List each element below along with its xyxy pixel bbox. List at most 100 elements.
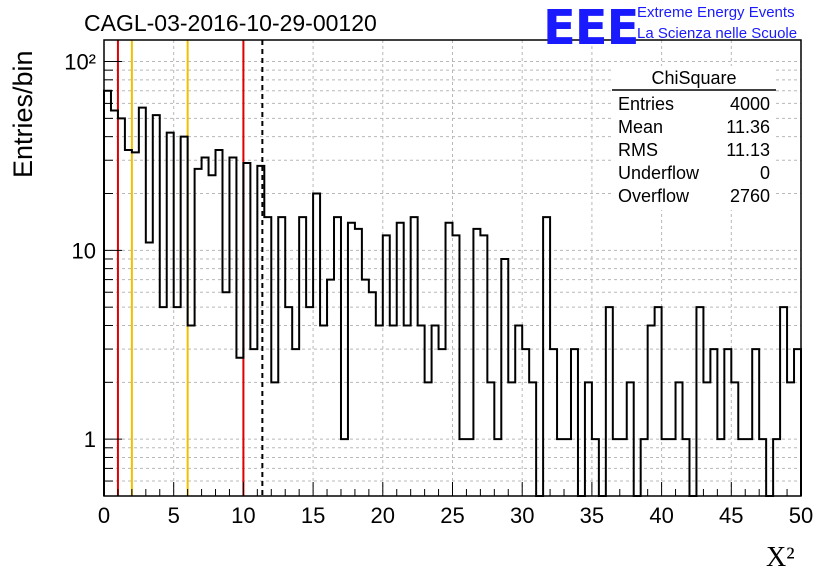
histogram-bin xyxy=(278,217,285,496)
stats-label: Mean xyxy=(618,117,663,137)
histogram-bin xyxy=(571,349,578,496)
histogram-bin xyxy=(418,325,425,496)
eee-logo: EEE xyxy=(543,0,639,56)
histogram-bin xyxy=(446,223,453,496)
histogram-bin xyxy=(529,382,536,496)
x-tick-label: 20 xyxy=(371,503,395,528)
histogram-bin xyxy=(592,439,599,496)
histogram-bin xyxy=(209,175,216,496)
histogram-bin xyxy=(313,193,320,496)
stats-value: 2760 xyxy=(730,186,770,206)
histogram-bin xyxy=(160,307,167,496)
chart-title: CAGL-03-2016-10-29-00120 xyxy=(84,10,377,36)
histogram-bin xyxy=(676,382,683,496)
x-tick-label: 40 xyxy=(649,503,673,528)
histogram-bin xyxy=(453,235,460,496)
x-tick-label: 5 xyxy=(168,503,180,528)
stats-label: Entries xyxy=(618,94,674,114)
histogram-bin xyxy=(648,325,655,496)
histogram-bin xyxy=(717,439,724,496)
histogram-bin xyxy=(515,325,522,496)
logo-line-1: Extreme Energy Events xyxy=(637,4,795,21)
histogram-bin xyxy=(432,325,439,496)
histogram-bin xyxy=(759,439,766,496)
stats-value: 11.13 xyxy=(726,140,770,160)
histogram-bin xyxy=(376,325,383,496)
histogram-bin xyxy=(397,223,404,496)
histogram-bin xyxy=(641,439,648,496)
histogram-bin xyxy=(724,349,731,496)
histogram-bin xyxy=(710,349,717,496)
histogram-bin xyxy=(543,217,550,496)
histogram-bin xyxy=(439,349,446,496)
stats-value: 0 xyxy=(760,163,770,183)
x-tick-label: 35 xyxy=(580,503,604,528)
histogram-bin xyxy=(508,382,515,496)
stats-label: Underflow xyxy=(618,163,700,183)
y-tick-label: 10² xyxy=(64,50,96,75)
histogram-bin xyxy=(257,166,264,496)
x-tick-label: 25 xyxy=(440,503,464,528)
histogram-bin xyxy=(271,382,278,496)
y-tick-label: 1 xyxy=(84,427,96,452)
histogram-bin xyxy=(229,158,236,496)
histogram xyxy=(103,89,802,497)
histogram-bin xyxy=(167,133,174,496)
histogram-bin xyxy=(355,229,362,496)
histogram-bin xyxy=(383,235,390,496)
stats-value: 4000 xyxy=(730,94,770,114)
histogram-bin xyxy=(501,259,508,496)
tick-labels: 0 5 10 15 20 25 30 35 40 45 50 1 10 10² xyxy=(64,50,813,528)
histogram-bin xyxy=(494,439,501,496)
histogram-bin xyxy=(550,349,557,496)
stats-label: RMS xyxy=(618,140,658,160)
histogram-bin xyxy=(181,137,188,496)
histogram-bin xyxy=(480,235,487,496)
histogram-bin xyxy=(425,382,432,496)
histogram-bin xyxy=(703,382,710,496)
histogram-bin xyxy=(216,150,223,496)
histogram-bin xyxy=(146,243,153,496)
histogram-bin xyxy=(250,349,257,496)
x-tick-label: 15 xyxy=(301,503,325,528)
stats-box: ChiSquare Entries 4000 Mean 11.36 RMS 11.13 Un… xyxy=(612,66,776,210)
x-tick-label: 10 xyxy=(231,503,255,528)
histogram-bin xyxy=(264,217,271,496)
x-axis-label: X² xyxy=(766,542,795,572)
histogram-bin xyxy=(627,382,634,496)
histogram-bin xyxy=(745,439,752,496)
histogram-bin xyxy=(773,439,780,496)
histogram-bin xyxy=(459,439,466,496)
tick-marks xyxy=(103,61,802,497)
histogram-bin xyxy=(341,439,348,496)
histogram-bin xyxy=(292,349,299,496)
histogram-bin xyxy=(327,280,334,496)
histogram-bin xyxy=(473,229,480,496)
histogram-bin xyxy=(780,307,787,496)
histogram-bin xyxy=(787,382,794,496)
stats-rows: Entries 4000 Mean 11.36 RMS 11.13 Underflow 0 Ov… xyxy=(618,94,770,206)
histogram-bin xyxy=(195,169,202,496)
histogram-bin xyxy=(320,325,327,496)
histogram-bin xyxy=(620,439,627,496)
histogram-bin xyxy=(738,439,745,496)
histogram-bin xyxy=(306,307,313,496)
logo-line-2: La Scienza nelle Scuole xyxy=(637,25,798,42)
stats-value: 11.36 xyxy=(726,117,770,137)
histogram-bin xyxy=(236,358,243,496)
histogram-bin xyxy=(188,325,195,496)
histogram-bin xyxy=(466,439,473,496)
histogram-bin xyxy=(202,158,209,496)
histogram-bin xyxy=(369,292,376,496)
histogram-bin xyxy=(662,439,669,496)
histogram-bin xyxy=(153,115,160,496)
histogram-bin xyxy=(174,307,181,496)
histogram-bin xyxy=(752,349,759,496)
histogram-bin xyxy=(613,439,620,496)
histogram-bin xyxy=(243,163,250,496)
histogram-bin xyxy=(132,152,139,496)
x-tick-label: 0 xyxy=(98,503,110,528)
histogram-bin xyxy=(299,217,306,496)
histogram-bin xyxy=(111,111,118,496)
